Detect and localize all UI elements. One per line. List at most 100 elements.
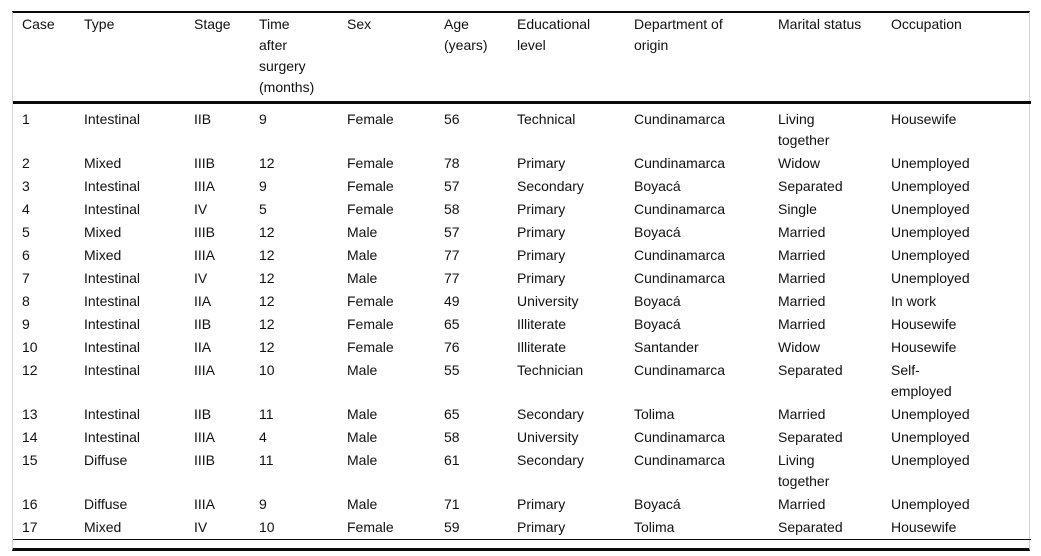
table-cell: 78 — [435, 152, 508, 175]
table-cell: Illiterate — [508, 313, 625, 336]
column-header-label: Age (years) — [444, 16, 488, 53]
table-cell-value: Boyacá — [634, 223, 681, 240]
table-cell-value: 12 — [259, 315, 275, 332]
table-cell-value: 12 — [259, 154, 275, 171]
table-row: 15 Diffuse IIIB 11 Male 61 Secondary Cundinamar… — [13, 449, 1031, 493]
table-cell: Illiterate — [508, 336, 625, 359]
table-cell: Separated — [769, 359, 882, 403]
table-cell-value: Diffuse — [84, 495, 128, 512]
table-cell-value: Secondary — [517, 177, 584, 194]
table-cell: IIIB — [185, 152, 250, 175]
table-cell-value: Intestinal — [84, 292, 141, 309]
table-cell-value: Intestinal — [84, 361, 141, 378]
table-cell: University — [508, 290, 625, 313]
table-cell: Widow — [769, 336, 882, 359]
table-cell: 11 — [250, 403, 338, 426]
table-cell-value: 65 — [444, 405, 460, 422]
column-header: Department of origin — [625, 13, 769, 104]
table-cell: 11 — [250, 449, 338, 493]
column-header: Stage — [185, 13, 250, 104]
table-cell-value: Diffuse — [84, 451, 128, 468]
table-cell-value: 10 — [22, 338, 38, 355]
table-cell-value: Unemployed — [891, 405, 970, 422]
table-cell-value: Female — [347, 177, 394, 194]
table-row: 9 Intestinal IIB 12 Female 65 Illiterate Boyacá… — [13, 313, 1031, 336]
table-cell-value: Boyacá — [634, 495, 681, 512]
table-row: 17 Mixed IV 10 Female 59 Primary Tolima Separate… — [13, 516, 1031, 540]
table-cell-value: Female — [347, 154, 394, 171]
table-cell-value: Female — [347, 315, 394, 332]
table-cell-value: Female — [347, 110, 394, 127]
table-cell-value: Intestinal — [84, 428, 141, 445]
table-cell-value: Unemployed — [891, 177, 970, 194]
table-cell-value: 12 — [22, 361, 38, 378]
table-cell: 12 — [250, 336, 338, 359]
table-cell: Married — [769, 267, 882, 290]
column-header: Sex — [338, 13, 435, 104]
table-cell: Secondary — [508, 403, 625, 426]
table-row: 5 Mixed IIIB 12 Male 57 Primary Boyacá Married Un… — [13, 221, 1031, 244]
table-cell-value: Mixed — [84, 154, 122, 171]
table-cell-value: Unemployed — [891, 223, 970, 240]
table-cell: 57 — [435, 175, 508, 198]
column-header: Type — [75, 13, 185, 104]
table-cell-value: Female — [347, 518, 394, 535]
table-cell: Unemployed — [882, 426, 1031, 449]
table-cell: Mixed — [75, 221, 185, 244]
table-cell-value: 5 — [259, 200, 267, 217]
table-cell: 5 — [250, 198, 338, 221]
table-row: 10 Intestinal IIA 12 Female 76 Illiterate Santa… — [13, 336, 1031, 359]
table-cell-value: In work — [891, 292, 937, 309]
table-cell: 4 — [13, 198, 75, 221]
table-cell-value: 55 — [444, 361, 460, 378]
table-cell-value: 10 — [259, 518, 275, 535]
table-cell: Male — [338, 403, 435, 426]
table-cell: 13 — [13, 403, 75, 426]
table-cell-value: Primary — [517, 495, 566, 512]
table-body: 1 Intestinal IIB 9 Female 56 Technical Cundinam… — [13, 102, 1031, 539]
table-cell: Married — [769, 313, 882, 336]
table-cell-value: 71 — [444, 495, 460, 512]
table-cell-value: 77 — [444, 269, 460, 286]
table-cell: Intestinal — [75, 426, 185, 449]
table-cell: 9 — [13, 313, 75, 336]
table-cell: Unemployed — [882, 449, 1031, 493]
table-cell: Separated — [769, 175, 882, 198]
table-row: 2 Mixed IIIB 12 Female 78 Primary Cundinamarca W… — [13, 152, 1031, 175]
table-row: 14 Intestinal IIIA 4 Male 58 University Cundina… — [13, 426, 1031, 449]
table-cell-value: Primary — [517, 246, 566, 263]
table-header: Case Type Stage Time after surgery (months)… — [13, 13, 1031, 104]
table-cell-value: 2 — [22, 154, 30, 171]
column-header-label: Sex — [347, 16, 372, 32]
table-row: 4 Intestinal IV 5 Female 58 Primary Cundinamarc… — [13, 198, 1031, 221]
table-cell: Female — [338, 152, 435, 175]
table-cell: Tolima — [625, 403, 769, 426]
table-cell: 10 — [250, 516, 338, 540]
table-cell: 61 — [435, 449, 508, 493]
table-cell: Married — [769, 403, 882, 426]
table-cell: Living together — [769, 449, 882, 493]
table-cell-value: Cundinamarca — [634, 154, 726, 171]
table-cell-value: IV — [194, 200, 208, 217]
table-cell-value: IIIB — [194, 451, 216, 468]
table-cell-value: Intestinal — [84, 269, 141, 286]
table-cell-value: Male — [347, 451, 378, 468]
table-cell: Cundinamarca — [625, 426, 769, 449]
table-cell: IIB — [185, 403, 250, 426]
table-cell-value: University — [517, 292, 579, 309]
table-cell: Tolima — [625, 516, 769, 540]
table-cell: Intestinal — [75, 359, 185, 403]
table-cell-value: 1 — [22, 110, 30, 127]
table-cell-value: Male — [347, 495, 378, 512]
table-cell-value: Intestinal — [84, 177, 141, 194]
table-cell-value: Married — [778, 223, 826, 240]
table-cell-value: Intestinal — [84, 110, 141, 127]
table-cell: Intestinal — [75, 102, 185, 152]
table-cell: Male — [338, 244, 435, 267]
table-cell-value: Separated — [778, 428, 843, 445]
table-cell: 12 — [250, 152, 338, 175]
table-cell-value: Primary — [517, 223, 566, 240]
table-cell: 9 — [250, 102, 338, 152]
table-cell: 7 — [13, 267, 75, 290]
table-cell: Intestinal — [75, 267, 185, 290]
